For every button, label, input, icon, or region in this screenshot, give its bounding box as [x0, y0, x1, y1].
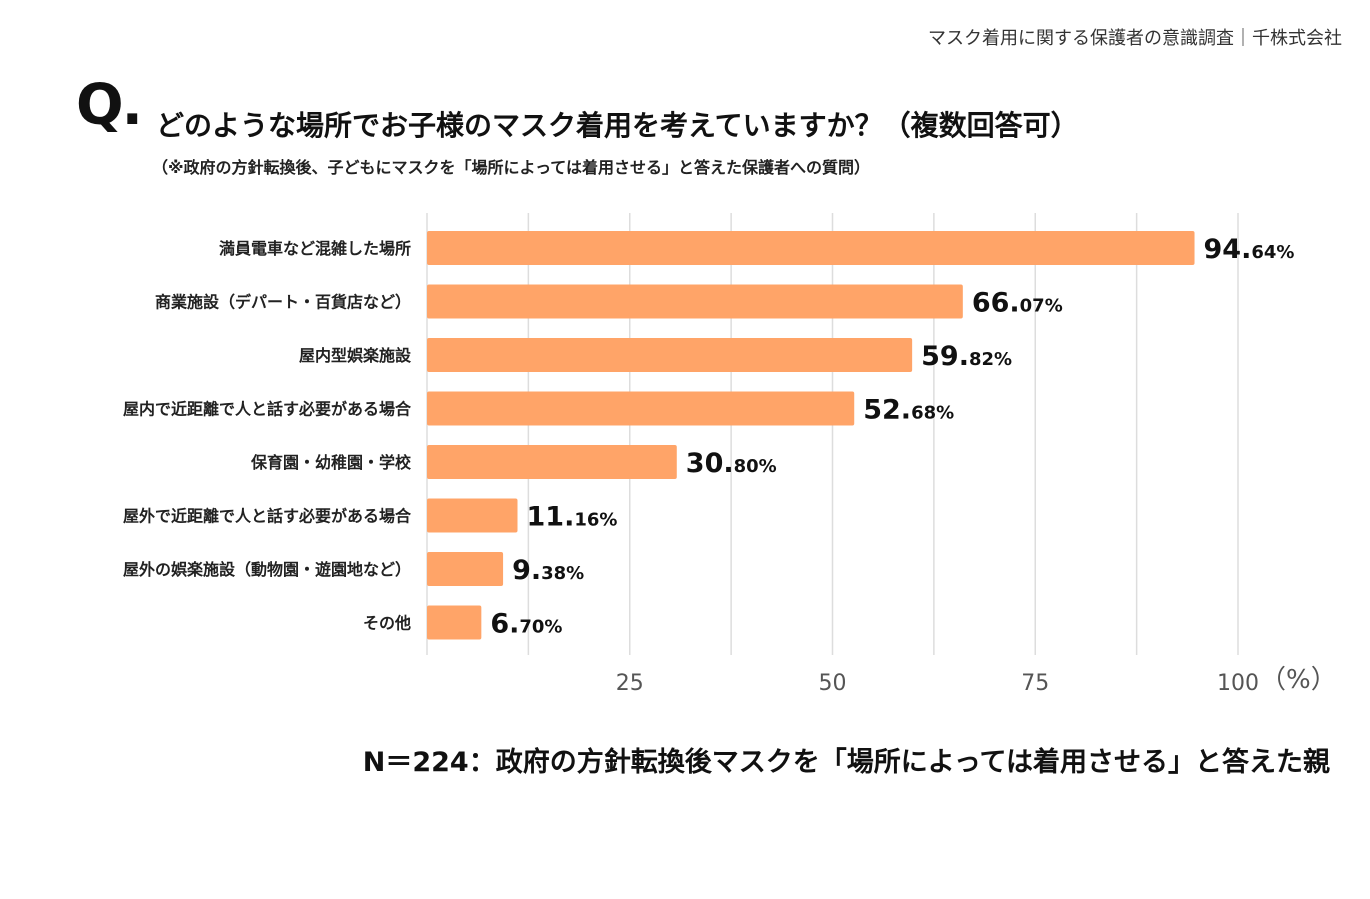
value-label: 94.64% — [1204, 234, 1295, 265]
value-label-integer: 66. — [972, 288, 1020, 319]
value-label: 66.07% — [972, 288, 1063, 319]
category-label: 屋外で近距離で人と話す必要がある場合 — [123, 507, 412, 526]
bar — [427, 605, 482, 640]
value-label: 52.68% — [863, 395, 954, 426]
value-label-decimal: 16% — [574, 510, 617, 531]
value-label-integer: 94. — [1204, 234, 1252, 265]
chart-title: どのような場所でお子様のマスク着用を考えていますか？（複数回答可） — [156, 109, 1079, 142]
x-tick-label: 25 — [616, 671, 644, 696]
value-label-integer: 9. — [512, 555, 541, 586]
category-label: 満員電車など混雑した場所 — [219, 239, 411, 258]
category-label: 商業施設（デパート・百貨店など） — [155, 293, 411, 312]
value-label-integer: 11. — [527, 502, 575, 533]
value-label-decimal: 38% — [541, 563, 584, 584]
x-tick-label: 100 — [1217, 671, 1259, 696]
value-label-integer: 59. — [921, 341, 969, 372]
chart-subtitle: （※政府の方針転換後、子どもにマスクを「場所によっては着用させる」と答えた保護者… — [152, 158, 870, 177]
value-label-decimal: 68% — [911, 403, 954, 424]
value-label-decimal: 82% — [969, 349, 1012, 370]
value-label-decimal: 80% — [734, 456, 777, 477]
bar — [427, 284, 963, 319]
bar — [427, 338, 913, 372]
value-label-integer: 6. — [490, 609, 519, 640]
value-label: 11.16% — [527, 502, 618, 533]
value-label: 59.82% — [921, 341, 1012, 372]
bar — [427, 552, 504, 586]
bar-chart: 25 50 75 100 （%） 満員電車など混雑した場所 94.64% 商業施設（デパート・… — [123, 213, 1337, 696]
category-label: 屋外の娯楽施設（動物園・遊園地など） — [123, 560, 411, 579]
bar — [427, 231, 1195, 265]
value-label-integer: 52. — [863, 395, 911, 426]
bar — [427, 498, 518, 533]
value-label: 30.80% — [686, 448, 777, 479]
x-tick-label: 50 — [819, 671, 847, 696]
question-mark: Q. — [76, 73, 143, 138]
x-axis-unit-label: （%） — [1260, 665, 1337, 695]
category-label: 保育園・幼稚園・学校 — [250, 453, 412, 472]
category-label: 屋内型娯楽施設 — [299, 346, 412, 365]
value-label: 9.38% — [512, 555, 584, 586]
value-label-decimal: 70% — [519, 617, 562, 638]
survey-credit: マスク着用に関する保護者の意識調査｜千株式会社 — [928, 28, 1342, 49]
value-label-decimal: 07% — [1020, 296, 1063, 317]
bar — [427, 445, 677, 479]
category-label: 屋内で近距離で人と話す必要がある場合 — [123, 400, 412, 419]
bar — [427, 391, 855, 426]
category-label: その他 — [363, 614, 411, 633]
sample-size-note: N＝224：政府の方針転換後マスクを「場所によっては着用させる」と答えた親 — [362, 747, 1330, 778]
x-tick-label: 75 — [1021, 671, 1049, 696]
value-label-integer: 30. — [686, 448, 734, 479]
value-label-decimal: 64% — [1251, 242, 1294, 263]
value-label: 6.70% — [490, 609, 562, 640]
